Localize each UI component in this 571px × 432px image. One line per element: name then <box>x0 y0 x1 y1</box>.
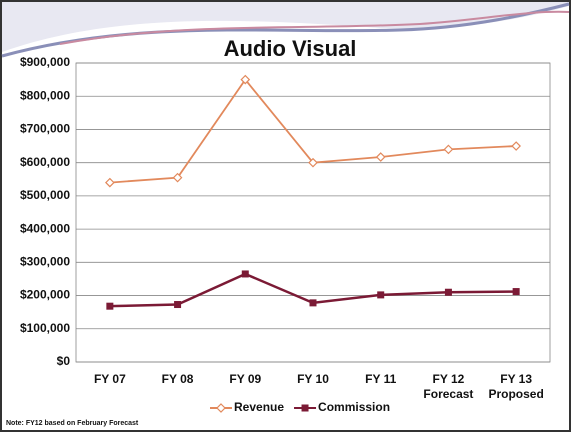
marker <box>301 404 309 412</box>
y-tick-label: $600,000 <box>20 155 70 169</box>
marker <box>216 403 226 413</box>
marker <box>511 141 521 151</box>
y-tick-label: $0 <box>57 354 71 368</box>
marker <box>106 302 114 310</box>
x-tick-label: FY 10 <box>297 372 329 386</box>
marker <box>172 172 183 183</box>
marker <box>377 291 385 299</box>
y-tick-label: $300,000 <box>20 255 70 269</box>
marker <box>512 288 520 296</box>
y-tick-label: $900,000 <box>20 55 70 69</box>
plot-frame <box>75 62 551 363</box>
marker <box>375 152 386 162</box>
note: Note: FY12 based on February Forecast <box>6 420 139 427</box>
y-tick-label: $800,000 <box>20 88 70 102</box>
chart-title: Audio Visual <box>224 36 357 61</box>
x-tick-label: FY 13 <box>500 372 532 386</box>
x-tick-sublabel: Proposed <box>488 387 543 401</box>
marker <box>308 157 318 168</box>
x-tick-label: FY 09 <box>229 372 261 386</box>
y-tick-label: $200,000 <box>20 288 70 302</box>
marker <box>241 270 249 278</box>
y-tick-label: $500,000 <box>20 188 70 202</box>
marker <box>105 177 115 188</box>
legend-label: Revenue <box>234 400 284 414</box>
y-tick-label: $400,000 <box>20 221 70 235</box>
marker <box>444 288 452 296</box>
x-tick-label: FY 12 <box>433 372 465 386</box>
y-tick-label: $700,000 <box>20 122 70 136</box>
header-swoosh <box>2 2 569 52</box>
x-tick-sublabel: Forecast <box>423 387 473 401</box>
marker <box>443 144 454 155</box>
x-tick-label: FY 08 <box>162 372 194 386</box>
marker <box>174 301 182 309</box>
legend-label: Commission <box>318 400 390 414</box>
marker <box>309 299 317 307</box>
header-swoosh-line <box>59 10 570 45</box>
x-tick-label: FY 11 <box>365 372 396 386</box>
x-tick-label: FY 07 <box>94 372 126 386</box>
marker <box>240 74 251 85</box>
y-tick-label: $100,000 <box>20 321 70 335</box>
